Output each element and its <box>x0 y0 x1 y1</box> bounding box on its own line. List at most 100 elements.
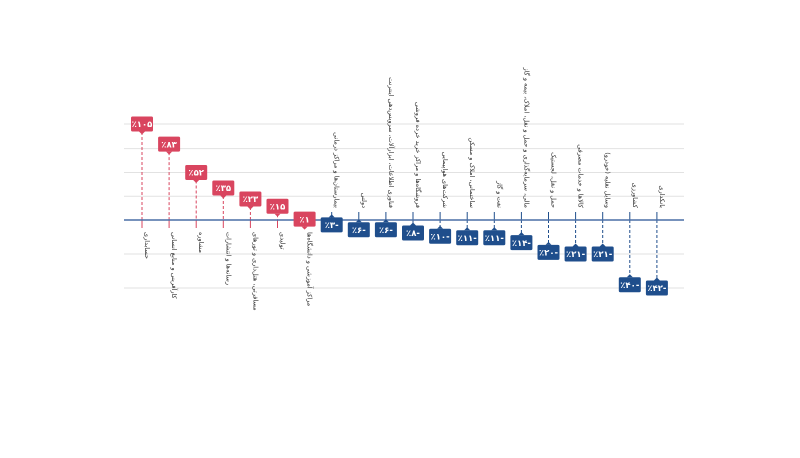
positive-bar-marker <box>158 136 181 152</box>
value-marker: -٪۲۰ <box>537 241 560 260</box>
marker-pointer <box>382 219 389 223</box>
data-label: ٪۵۲ <box>188 169 204 179</box>
category-label: حمل و نقل، لجستیک <box>550 152 558 208</box>
category-label: کالاها و خدمات مصرفی <box>577 144 585 209</box>
data-label: -٪۲۱ <box>566 250 586 260</box>
data-label: -٪۲۰ <box>539 249 559 259</box>
category-labels: حسابداری کارآفرینی و منابع انسانی مشاوره رس… <box>143 67 666 311</box>
marker-pointer <box>545 241 552 245</box>
category-label: مالی، سرمایه‌گذاری و حمل و نقل، املاک، ب… <box>522 67 530 208</box>
marker-pointer <box>410 222 416 226</box>
negative-bar-marker <box>483 230 506 246</box>
value-marker: ٪۱۵ <box>266 198 289 217</box>
marker-pointer <box>166 151 173 155</box>
marker-pointer <box>518 232 525 236</box>
data-label: -٪۳ <box>325 221 339 231</box>
category-label: وسایل نقلیه (خودرو) <box>604 152 612 208</box>
marker-pointer <box>301 226 308 230</box>
marker-pointer <box>572 243 579 247</box>
positive-bar-marker <box>185 164 208 180</box>
category-label: بیمارستان‌ها و مراکز درمانی <box>333 132 341 208</box>
marker-pointer <box>355 219 362 223</box>
value-marker: -٪۸ <box>402 222 424 241</box>
marker-pointer <box>274 213 281 217</box>
negative-bar-marker <box>510 235 533 251</box>
negative-bar-marker <box>347 222 370 238</box>
marker-pointer <box>464 227 471 231</box>
gridlines <box>124 123 684 289</box>
marker-pointer <box>193 179 200 183</box>
negative-bar-marker <box>645 280 668 296</box>
value-marker: -٪۲۱ <box>564 243 587 262</box>
marker-pointer <box>328 214 335 218</box>
category-label: دولتی <box>360 193 368 208</box>
value-marker: ٪۱ <box>293 211 316 230</box>
value-marker: -٪۱۰ <box>429 225 452 244</box>
negative-bar-marker <box>429 228 452 244</box>
category-label: حسابداری <box>143 232 151 259</box>
data-label: -٪۲۱ <box>593 250 613 260</box>
category-label: مسافرتی، هتل‌داری و تورهای <box>251 232 259 311</box>
data-label: -٪۸ <box>406 229 420 239</box>
marker-pointer <box>139 131 145 135</box>
value-marker: ٪۱۰۵ <box>131 116 153 135</box>
value-marker: ٪۸۳ <box>158 136 181 155</box>
data-label: ٪۲۳ <box>243 195 259 205</box>
positive-bar-marker <box>239 191 262 207</box>
positive-bar-marker <box>212 180 235 196</box>
category-label: ساختمانی، املاک و مسکن <box>468 137 476 208</box>
value-marker: -٪۶ <box>347 219 370 238</box>
data-label: -٪۱۱ <box>458 234 478 244</box>
value-markers: ٪۱۰۵ ٪۸۳ ٪۵۲ ٪۳۵ ٪۲۳ ٪۱۵ ٪۱ -٪۳ -٪۶ -٪۶ -٪۸ -٪۱۰ -٪۱… <box>131 116 668 296</box>
value-marker: -٪۴۰ <box>618 274 641 293</box>
data-label: ٪۱۵ <box>270 202 286 212</box>
category-label: تولیدی <box>279 232 287 250</box>
negative-bar-marker <box>564 246 587 262</box>
data-label: -٪۴۲ <box>647 284 667 294</box>
positive-bar-marker <box>293 211 316 227</box>
value-marker: ٪۲۳ <box>239 191 262 210</box>
data-label: -٪۶ <box>352 226 366 236</box>
category-label: مشاوره <box>197 232 205 253</box>
category-label: کشاورزی <box>631 183 639 209</box>
category-label: نفت و گاز <box>495 180 503 208</box>
data-label: ٪۱۰۵ <box>132 120 153 130</box>
category-label: فروشگاه‌ها و مراکز خرید خرده فروشی <box>414 102 422 208</box>
marker-pointer <box>491 227 498 231</box>
marker-pointer <box>599 243 606 247</box>
data-label: -٪۱۴ <box>512 239 532 249</box>
category-label: فناوری اطلاعات، ابزارآلات، سرویس‌دهی این… <box>387 77 396 208</box>
data-label: ٪۳۵ <box>216 184 232 194</box>
positive-bar-marker <box>266 198 289 214</box>
category-label: بانکداری <box>658 185 666 208</box>
value-marker: -٪۱۱ <box>483 227 506 246</box>
negative-bar-marker <box>402 225 424 241</box>
data-label: -٪۱۰ <box>431 232 451 242</box>
data-label: -٪۶ <box>379 226 393 236</box>
negative-bar-marker <box>456 230 479 246</box>
value-marker: -٪۱۴ <box>510 232 533 251</box>
data-label: -٪۱۱ <box>485 234 505 244</box>
marker-pointer <box>653 277 660 281</box>
negative-bar-marker <box>537 244 560 260</box>
marker-pointer <box>437 225 444 229</box>
stem-lines <box>141 132 658 280</box>
negative-bar-marker <box>320 217 343 233</box>
category-label: رسانه‌ها و انتشارات <box>224 232 232 285</box>
marker-pointer <box>247 206 254 210</box>
marker-pointer <box>220 195 227 199</box>
positive-bar-marker <box>131 116 153 132</box>
category-label: شرکت‌های هواپیمایی <box>441 152 449 208</box>
value-marker: -٪۳ <box>320 214 343 233</box>
data-label: ٪۱ <box>299 215 309 225</box>
negative-bar-marker <box>374 222 397 238</box>
marker-pointer <box>626 274 633 278</box>
data-label: -٪۴۰ <box>620 281 640 291</box>
category-label: مراکز آموزشی و دانشگاه‌ها <box>306 232 315 306</box>
negative-bar-marker <box>591 246 614 262</box>
value-marker: ٪۵۲ <box>185 164 208 183</box>
category-label: کارآفرینی و منابع انسانی <box>170 232 179 299</box>
negative-bar-marker <box>618 277 641 293</box>
value-marker: -٪۴۲ <box>645 277 668 296</box>
